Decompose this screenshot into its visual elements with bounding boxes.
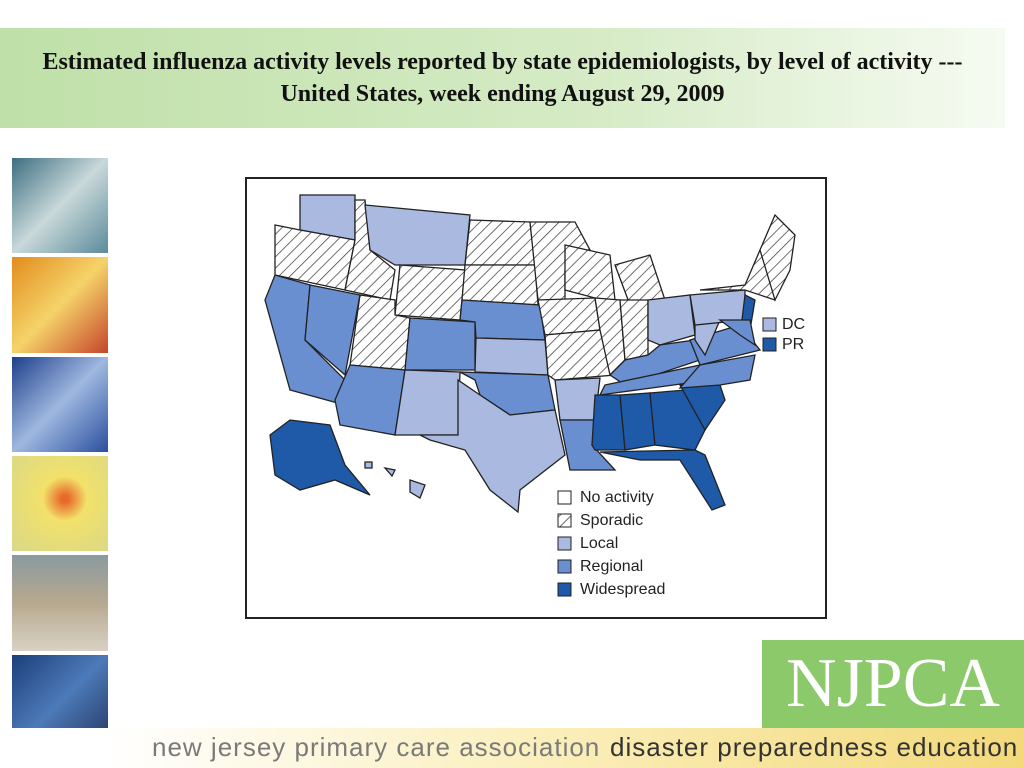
legend-swatch [557,582,572,597]
state [409,479,426,499]
state [269,419,371,496]
inset-swatch [762,337,777,352]
legend-swatch [557,490,572,505]
legend-swatch [557,536,572,551]
state [419,378,566,514]
us-map [264,194,796,514]
state [304,284,361,377]
state [334,364,406,436]
state [461,264,539,306]
organization: new jersey primary care association [152,732,601,762]
legend-label: No activity [580,489,654,506]
state [619,392,656,451]
state [383,466,396,478]
legend-swatch [557,559,572,574]
state [759,213,796,302]
legend: No activity Sporadic Local Regional Wide… [557,489,665,598]
logo: NJPCA [762,640,1024,728]
insets: DC PR [762,316,805,353]
state [544,329,616,381]
state [678,354,756,389]
legend-label: Local [580,535,618,552]
image-strip [12,158,108,750]
state [364,461,373,469]
state [591,394,626,451]
state [537,297,601,336]
state [364,204,471,266]
program: disaster preparedness education [610,732,1019,762]
title: Estimated influenza activity levels repo… [42,49,963,107]
state [474,337,549,376]
legend-label: Regional [580,558,643,575]
state [559,419,617,471]
state [404,317,476,371]
inset-swatch [762,317,777,332]
legend-label: Widespread [580,581,665,598]
state [394,264,466,321]
title-bar: Estimated influenza activity levels repo… [0,28,1005,128]
state [647,294,696,346]
legend-swatch [557,513,572,528]
inset-label: DC [782,316,805,333]
state [394,369,461,436]
state [599,449,726,511]
state [464,219,536,266]
state [619,299,649,361]
footer: new jersey primary care association disa… [0,728,1024,768]
legend-label: Sporadic [580,512,643,529]
state [718,319,756,347]
inset-label: PR [782,336,804,353]
